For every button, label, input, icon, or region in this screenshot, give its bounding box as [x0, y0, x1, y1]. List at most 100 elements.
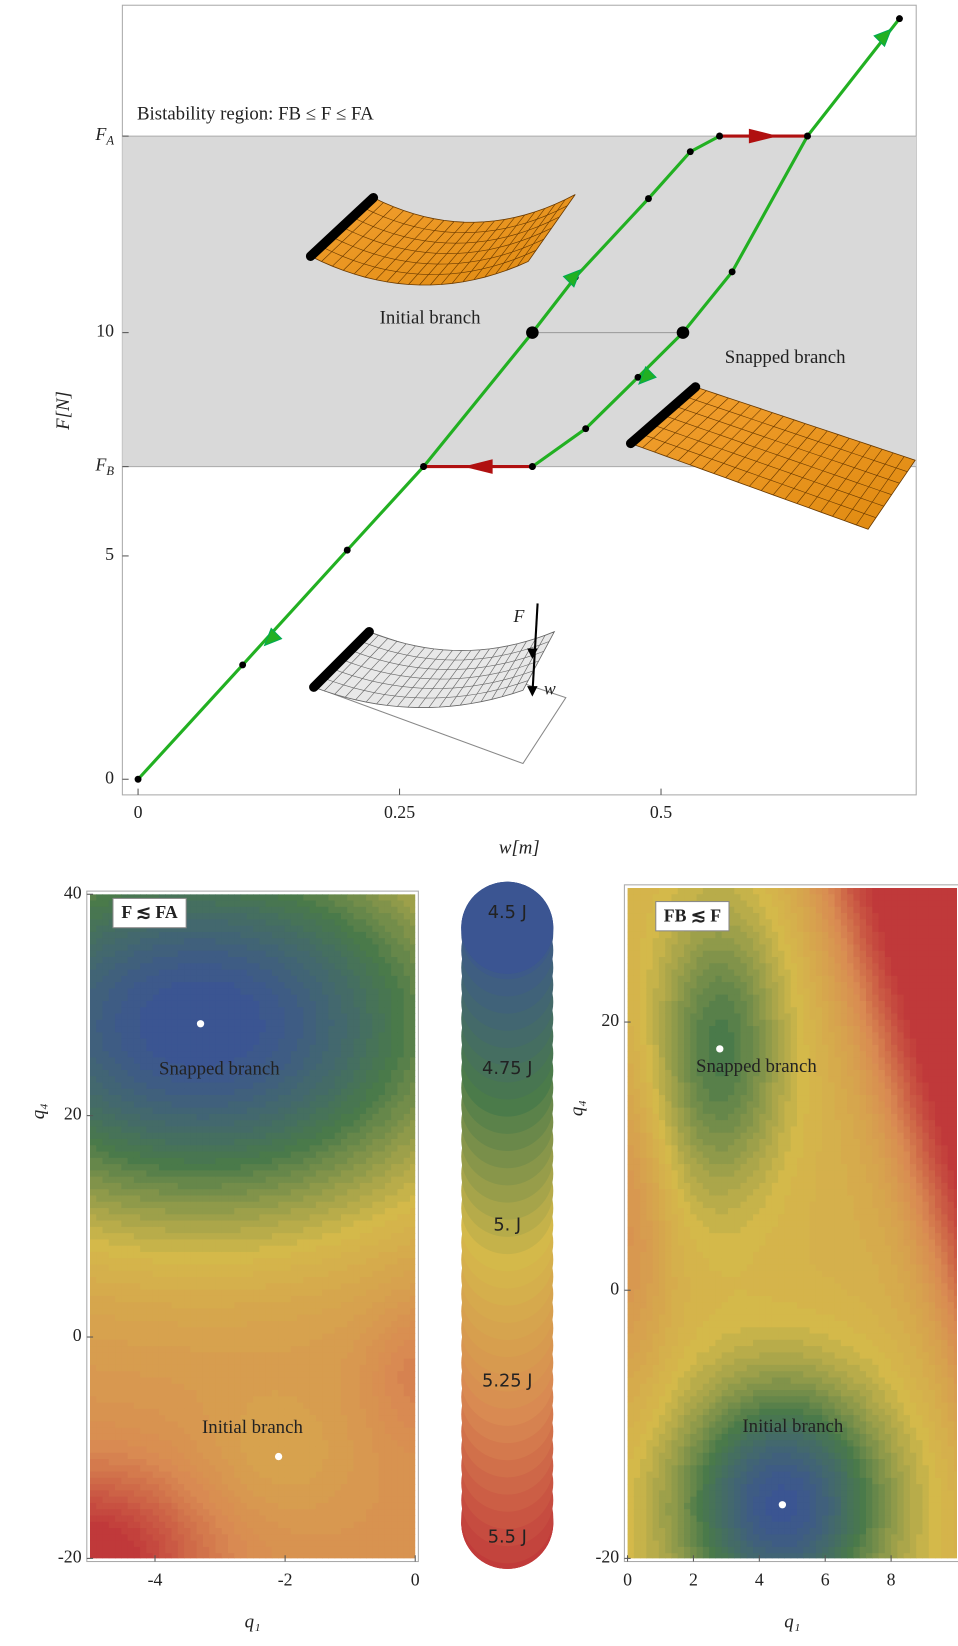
field-cell — [203, 1522, 210, 1529]
field-cell — [322, 894, 329, 901]
field-cell — [228, 1239, 235, 1246]
field-cell — [190, 1101, 197, 1108]
field-cell — [209, 1246, 216, 1253]
field-cell — [234, 932, 241, 939]
field-cell — [328, 982, 335, 989]
field-cell — [347, 1089, 354, 1096]
field-cell — [153, 1158, 160, 1165]
field-cell — [190, 1290, 197, 1297]
field-cell — [102, 1170, 109, 1177]
field-cell — [203, 1095, 210, 1102]
field-cell — [184, 1095, 191, 1102]
field-cell — [165, 1195, 172, 1202]
field-cell — [322, 1252, 329, 1259]
field-cell — [284, 1202, 291, 1209]
field-cell — [272, 1026, 279, 1033]
field-cell — [322, 1384, 329, 1391]
field-cell — [190, 1258, 197, 1265]
field-cell — [115, 1158, 122, 1165]
field-cell — [347, 1152, 354, 1159]
field-cell — [278, 1390, 285, 1397]
field-cell — [247, 1170, 254, 1177]
field-cell — [335, 1264, 342, 1271]
y-axis-label: F[N] — [53, 391, 74, 431]
field-cell — [291, 913, 298, 920]
field-cell — [328, 1409, 335, 1416]
field-cell — [303, 1365, 310, 1372]
field-cell — [96, 1145, 103, 1152]
field-cell — [328, 1064, 335, 1071]
field-cell — [322, 1083, 329, 1090]
field-cell — [222, 1528, 229, 1535]
field-cell — [128, 1440, 135, 1447]
field-cell — [134, 1101, 141, 1108]
field-cell — [284, 1020, 291, 1027]
field-cell — [165, 1126, 172, 1133]
field-cell — [366, 1152, 373, 1159]
field-cell — [253, 1352, 260, 1359]
field-cell — [354, 901, 361, 908]
field-cell — [297, 1334, 304, 1341]
field-cell — [178, 1340, 185, 1347]
field-cell — [278, 1484, 285, 1491]
field-cell — [115, 1484, 122, 1491]
field-cell — [234, 982, 241, 989]
field-cell — [322, 1271, 329, 1278]
field-cell — [322, 1233, 329, 1240]
field-cell — [303, 1516, 310, 1523]
field-cell — [322, 1064, 329, 1071]
field-cell — [153, 1001, 160, 1008]
field-cell — [310, 1377, 317, 1384]
field-cell — [209, 919, 216, 926]
field-cell — [146, 1007, 153, 1014]
field-cell — [316, 938, 323, 945]
field-cell — [266, 963, 273, 970]
field-cell — [203, 1214, 210, 1221]
field-cell — [266, 1321, 273, 1328]
field-cell — [159, 1283, 166, 1290]
field-cell — [316, 1472, 323, 1479]
field-cell — [134, 1403, 141, 1410]
field-cell — [184, 1315, 191, 1322]
field-cell — [146, 1264, 153, 1271]
field-cell — [354, 1227, 361, 1234]
field-cell — [159, 957, 166, 964]
field-cell — [209, 1170, 216, 1177]
field-cell — [228, 1189, 235, 1196]
field-cell — [341, 1277, 348, 1284]
field-cell — [366, 1321, 373, 1328]
field-cell — [115, 976, 122, 983]
field-cell — [96, 1446, 103, 1453]
field-cell — [310, 995, 317, 1002]
field-cell — [134, 1114, 141, 1121]
field-cell — [228, 1497, 235, 1504]
field-cell — [121, 1516, 128, 1523]
field-cell — [310, 1434, 317, 1441]
field-cell — [222, 919, 229, 926]
field-cell — [109, 1497, 116, 1504]
field-cell — [203, 1202, 210, 1209]
field-cell — [121, 938, 128, 945]
field-cell — [272, 1277, 279, 1284]
field-cell — [284, 1064, 291, 1071]
field-cell — [310, 1478, 317, 1485]
field-cell — [90, 919, 97, 926]
field-cell — [234, 1158, 241, 1165]
field-cell — [360, 1089, 367, 1096]
field-cell — [102, 995, 109, 1002]
field-cell — [310, 944, 317, 951]
field-cell — [266, 1308, 273, 1315]
field-cell — [109, 1490, 116, 1497]
field-cell — [360, 1283, 367, 1290]
field-cell — [115, 1051, 122, 1058]
field-cell — [215, 1522, 222, 1529]
field-cell — [109, 963, 116, 970]
field-cell — [347, 938, 354, 945]
field-cell — [303, 1528, 310, 1535]
field-cell — [109, 1007, 116, 1014]
field-cell — [159, 976, 166, 983]
field-cell — [322, 1039, 329, 1046]
field-cell — [115, 1315, 122, 1322]
field-cell — [159, 1421, 166, 1428]
field-cell — [102, 938, 109, 945]
